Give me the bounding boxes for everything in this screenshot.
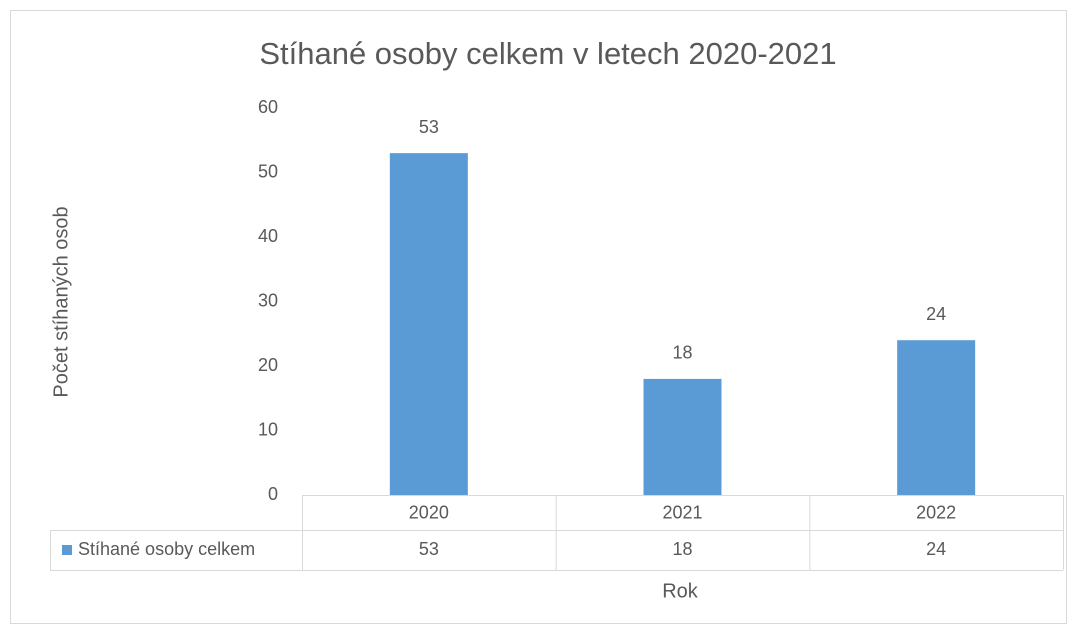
bar (897, 340, 976, 495)
legend-label: Stíhané osoby celkem (78, 539, 255, 559)
bar (643, 378, 722, 495)
y-tick-label: 60 (258, 97, 278, 117)
y-tick-label: 30 (258, 290, 278, 310)
legend-key (62, 545, 72, 555)
x-tick-label: 2020 (409, 502, 449, 522)
y-axis-label: Počet stíhaných osob (50, 206, 72, 397)
y-tick-label: 0 (268, 484, 278, 504)
x-tick-label: 2022 (916, 502, 956, 522)
chart-title: Stíhané osoby celkem v letech 2020-2021 (259, 36, 836, 71)
data-label: 24 (926, 304, 946, 324)
y-tick-label: 20 (258, 355, 278, 375)
table-value: 53 (419, 539, 439, 559)
data-label: 18 (672, 343, 692, 363)
chart-border (10, 10, 1067, 624)
x-tick-label: 2021 (662, 502, 702, 522)
y-tick-label: 10 (258, 419, 278, 439)
y-tick-label: 50 (258, 161, 278, 181)
table-value: 18 (672, 539, 692, 559)
bar (389, 153, 468, 495)
x-axis-label: Rok (662, 580, 699, 602)
table-value: 24 (926, 539, 946, 559)
y-tick-label: 40 (258, 226, 278, 246)
data-label: 53 (419, 117, 439, 137)
